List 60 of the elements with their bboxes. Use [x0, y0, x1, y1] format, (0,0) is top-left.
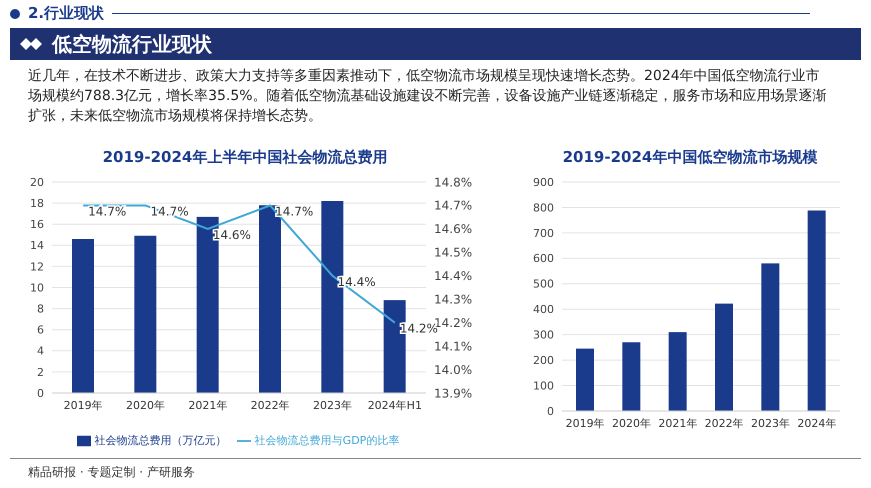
y-tick-label: 0 [37, 386, 44, 400]
bar [72, 238, 94, 393]
x-tick-label: 2020年 [612, 416, 651, 430]
y-tick-label: 700 [533, 226, 554, 240]
chart-title: 2019-2024年上半年中国社会物流总费用 [102, 148, 388, 168]
legend-label: 社会物流总费用（万亿元） [94, 434, 227, 447]
bar [134, 236, 156, 393]
x-tick-label: 2024年H1 [368, 398, 422, 412]
y-tick-label: 6 [37, 324, 44, 337]
text: 低空物流行业现状 [52, 30, 212, 58]
y2-tick-label: 14.0% [434, 362, 472, 377]
x-tick-label: 2023年 [751, 416, 790, 430]
bar [622, 342, 640, 411]
y-tick-label: 2 [37, 366, 44, 379]
x-tick-label: 2023年 [313, 398, 352, 412]
data-label: 14.7% [88, 204, 126, 218]
bar [715, 304, 733, 411]
bar [808, 210, 826, 411]
y-tick-label: 0 [547, 404, 554, 418]
y2-tick-label: 14.6% [434, 222, 472, 236]
text: 精品研报 · 专题定制 · 产研服务 [28, 464, 195, 481]
x-tick-label: 2020年 [126, 398, 165, 412]
y2-tick-label: 14.1% [434, 339, 472, 354]
x-tick-label: 2024年 [797, 416, 836, 430]
text: 2.行业现状 [28, 4, 104, 23]
x-tick-label: 2022年 [704, 416, 744, 430]
y2-tick-label: 14.8% [434, 175, 472, 190]
y-tick-label: 16 [30, 218, 44, 232]
y-tick-label: 10 [30, 281, 44, 294]
y-tick-label: 600 [533, 252, 554, 266]
text: 近几年，在技术不断进步、政策大力支持等多重因素推动下，低空物流市场规模呈现快速增长态势。2024年中国低空物流行业市场规模约788.3亿元，增长率35.5%。随着低空物流基础设施建设不断完善，设备设施产业链逐渐稳定，服务市场和应用场景逐渐扩张，未来低空物流市场规模将保持增长态势。 [28, 67, 828, 126]
y-tick-label: 4 [37, 344, 44, 358]
y-tick-label: 8 [37, 302, 44, 316]
y-tick-label: 500 [533, 278, 554, 291]
y-tick-label: 800 [533, 201, 554, 214]
y2-tick-label: 13.9% [434, 386, 472, 400]
y-tick-label: 400 [533, 303, 554, 316]
bar [668, 332, 687, 411]
legend-label: 社会物流总费用与GDP的比率 [254, 434, 400, 447]
y-tick-label: 300 [533, 328, 554, 342]
x-tick-label: 2019年 [64, 398, 103, 412]
y2-tick-label: 14.7% [434, 198, 472, 213]
x-tick-label: 2022年 [250, 398, 290, 412]
bar [761, 263, 780, 411]
line-series [82, 204, 396, 324]
y2-tick-label: 14.5% [434, 246, 472, 260]
y-tick-label: 12 [30, 260, 44, 274]
y2-tick-label: 14.3% [434, 292, 472, 306]
y2-tick-label: 14.4% [434, 269, 472, 284]
x-tick-label: 2021年 [658, 416, 698, 430]
y-tick-label: 20 [30, 176, 44, 189]
y-tick-label: 14 [30, 239, 44, 252]
x-tick-label: 2021年 [188, 398, 228, 412]
y-tick-label: 900 [533, 176, 554, 189]
x-tick-label: 2019年 [566, 416, 605, 430]
bar [576, 348, 594, 411]
y-tick-label: 200 [533, 354, 554, 368]
y-tick-label: 18 [30, 197, 44, 210]
chart-title: 2019-2024年中国低空物流市场规模 [562, 148, 818, 168]
y-tick-label: 100 [533, 379, 554, 392]
